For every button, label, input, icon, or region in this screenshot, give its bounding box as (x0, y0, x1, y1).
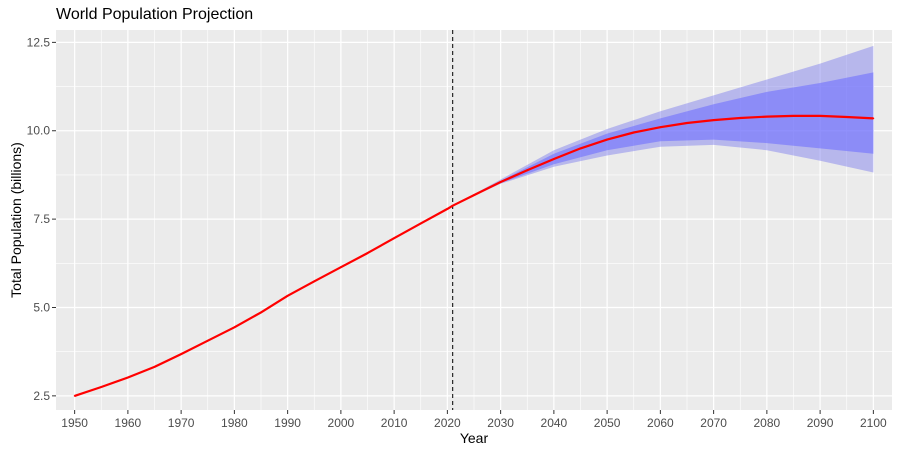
y-tick-label: 12.5 (27, 35, 51, 49)
x-tick-label: 2080 (754, 416, 781, 430)
population-line (74, 114, 874, 397)
population-point (552, 158, 555, 160)
population-point (819, 114, 822, 117)
population-point (712, 119, 715, 122)
y-axis-title: Total Population (billions) (8, 142, 24, 298)
population-point (606, 138, 609, 141)
population-point (126, 376, 129, 379)
population-point (686, 122, 688, 124)
population-point (180, 353, 183, 356)
population-point (845, 116, 848, 118)
x-tick-label: 1990 (274, 416, 301, 430)
population-point (579, 147, 582, 150)
population-point (393, 237, 396, 240)
population-point (526, 169, 529, 172)
population-point (419, 222, 422, 225)
y-tick-label: 10.0 (27, 124, 51, 138)
minor-gridlines (56, 30, 892, 410)
x-tick-label: 2070 (700, 416, 727, 430)
x-tick-label: 2020 (434, 416, 461, 430)
population-point (286, 294, 289, 297)
population-point (100, 386, 103, 388)
population-point (632, 131, 635, 134)
population-point (446, 207, 449, 210)
x-tick-label: 2010 (381, 416, 408, 430)
uncertainty-band-2 (452, 72, 874, 206)
population-point (153, 365, 156, 368)
population-point (451, 204, 454, 207)
population-point (260, 311, 262, 314)
x-tick-label: 2000 (328, 416, 355, 430)
population-point (473, 194, 475, 196)
population-point (366, 252, 369, 254)
population-point (739, 117, 742, 119)
x-tick-label: 1960 (115, 416, 142, 430)
population-point (499, 181, 502, 183)
y-tick-label: 5.0 (33, 300, 50, 314)
population-point (659, 126, 662, 129)
series-lines (73, 114, 875, 397)
x-axis-title: Year (460, 430, 489, 446)
x-axis-ticks: 1950 1960 1970 1980 1990 2000 2010 2020 2030 2040… (61, 410, 887, 430)
population-point (73, 394, 76, 397)
y-axis-ticks: 2.5 5.0 7.5 10.0 12.5 (27, 35, 56, 403)
y-tick-label: 2.5 (33, 389, 50, 403)
x-tick-label: 2090 (807, 416, 834, 430)
population-point (339, 266, 342, 269)
population-point (765, 115, 768, 118)
x-tick-label: 2030 (487, 416, 514, 430)
y-tick-label: 7.5 (33, 212, 50, 226)
x-tick-label: 2040 (541, 416, 568, 430)
x-tick-label: 2100 (860, 416, 887, 430)
population-point (233, 326, 236, 329)
x-tick-label: 1970 (168, 416, 195, 430)
x-tick-label: 1950 (61, 416, 88, 430)
population-point (792, 114, 795, 117)
chart-title: World Population Projection (56, 6, 254, 23)
population-point (206, 339, 209, 342)
population-point (313, 280, 316, 283)
population-point (872, 117, 875, 120)
x-tick-label: 2050 (594, 416, 621, 430)
x-tick-label: 2060 (647, 416, 674, 430)
x-tick-label: 1980 (221, 416, 248, 430)
